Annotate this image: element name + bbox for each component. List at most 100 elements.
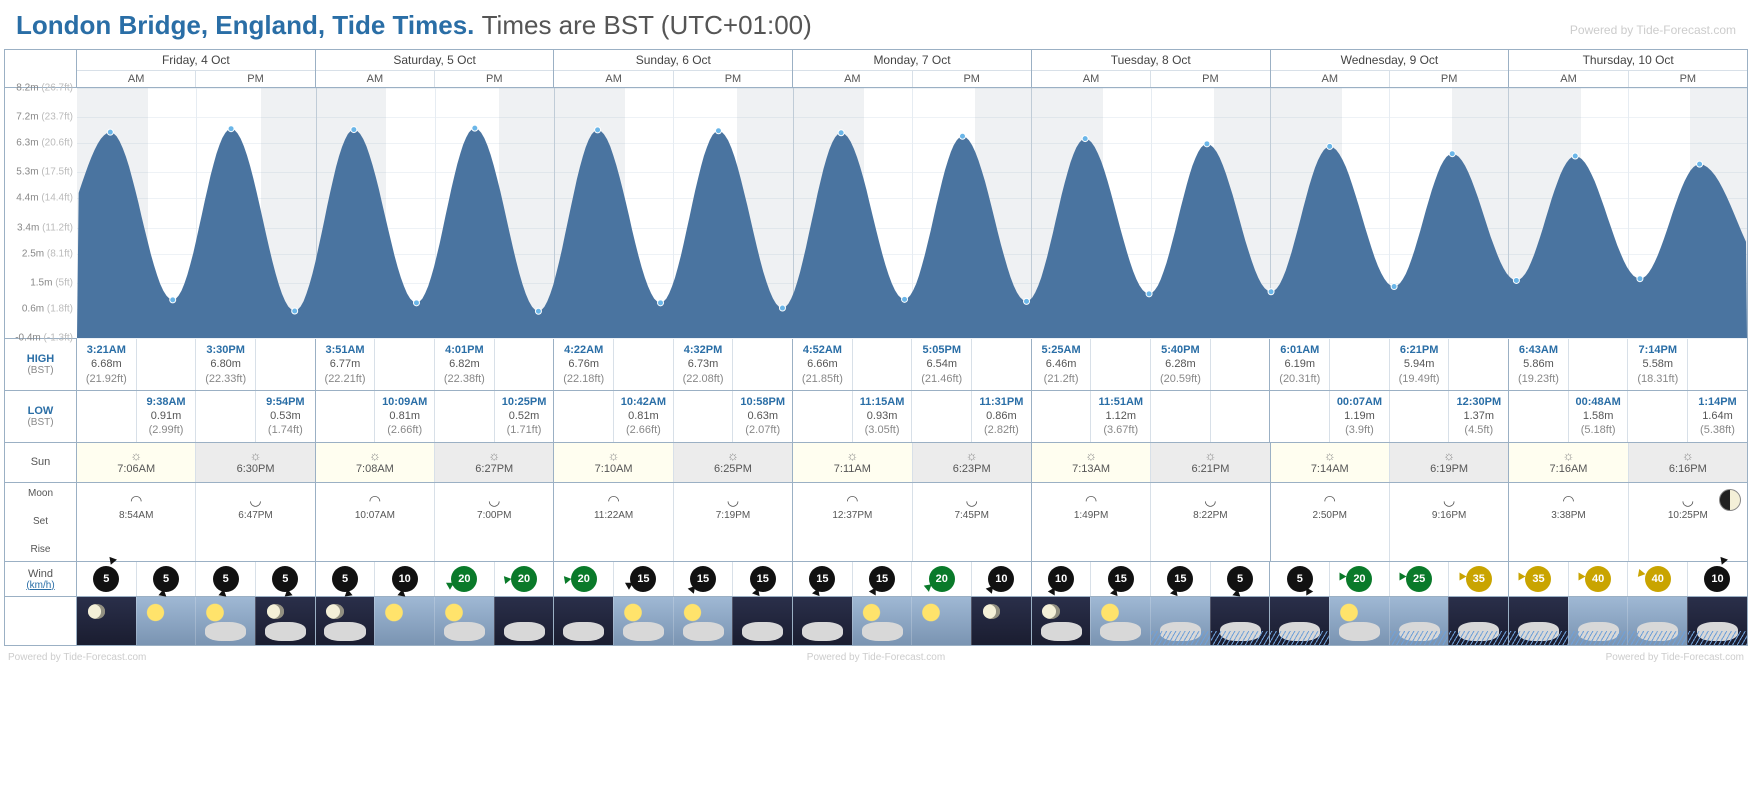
wind-cell: 5 bbox=[77, 562, 136, 596]
wind-barb: 5 bbox=[93, 566, 119, 592]
weather-cell bbox=[255, 597, 315, 645]
low-cell: 11:51AM1.12m(3.67ft) bbox=[1090, 391, 1150, 442]
high-cell: 4:22AM6.76m(22.18ft) bbox=[553, 339, 613, 390]
weather-cell bbox=[971, 597, 1031, 645]
low-cell: 10:42AM0.81m(2.66ft) bbox=[613, 391, 673, 442]
high-tz: (BST) bbox=[27, 365, 53, 376]
moonrise-icon: ◠ bbox=[554, 493, 672, 507]
wind-barb: 15 bbox=[809, 566, 835, 592]
wind-cell: 10 bbox=[374, 562, 434, 596]
low-cell bbox=[1389, 391, 1449, 442]
high-cell bbox=[613, 339, 673, 390]
y-tick: 0.6m (1.8ft) bbox=[22, 303, 73, 314]
wind-row: Wind (km/h) 5555510202020151515151520101… bbox=[5, 562, 1747, 597]
moon-cell-pm: ◡9:16PM bbox=[1389, 483, 1508, 561]
weather-cell bbox=[1269, 597, 1329, 645]
low-cell bbox=[1150, 391, 1210, 442]
high-cell bbox=[732, 339, 792, 390]
day-name: Saturday, 5 Oct bbox=[316, 50, 554, 70]
high-cell: 4:01PM6.82m(22.38ft) bbox=[434, 339, 494, 390]
moon-cell-pm: ◡7:00PM bbox=[434, 483, 553, 561]
wind-label-text: Wind bbox=[28, 568, 53, 580]
day-name: Wednesday, 9 Oct bbox=[1271, 50, 1509, 70]
weather-cell bbox=[613, 597, 673, 645]
weather-cell bbox=[315, 597, 375, 645]
sunset-icon: ☼ bbox=[1390, 449, 1508, 462]
low-cell: 10:25PM0.52m(1.71ft) bbox=[494, 391, 554, 442]
low-cell bbox=[1210, 391, 1270, 442]
moon-row: Moon Set Rise ◠8:54AM◡6:47PM◠10:07AM◡7:0… bbox=[5, 483, 1747, 562]
weather-row bbox=[5, 597, 1747, 645]
sunrise-icon: ☼ bbox=[77, 449, 195, 462]
wind-cell: 40 bbox=[1627, 562, 1687, 596]
day-column: Thursday, 10 Oct AMPM bbox=[1508, 50, 1747, 87]
am-label: AM bbox=[793, 71, 911, 87]
wind-label: Wind (km/h) bbox=[5, 562, 77, 596]
sun-row: Sun ☼7:06AM☼6:30PM☼7:08AM☼6:27PM☼7:10AM☼… bbox=[5, 443, 1747, 483]
wind-barb: 35 bbox=[1466, 566, 1492, 592]
moonrise-icon: ◠ bbox=[1032, 493, 1150, 507]
pm-label: PM bbox=[673, 71, 792, 87]
high-cell: 6:01AM6.19m(20.31ft) bbox=[1269, 339, 1329, 390]
y-tick: -0.4m (-1.3ft) bbox=[15, 333, 73, 344]
sunset-icon: ☼ bbox=[913, 449, 1031, 462]
moon-cell-am: ◠3:38PM bbox=[1508, 483, 1627, 561]
weather-cell bbox=[732, 597, 792, 645]
high-cell: 3:30PM6.80m(22.33ft) bbox=[195, 339, 255, 390]
wind-unit-link[interactable]: (km/h) bbox=[26, 580, 54, 591]
weather-cell bbox=[1210, 597, 1270, 645]
weather-cell bbox=[1090, 597, 1150, 645]
moonset-icon: ◡ bbox=[435, 493, 553, 507]
wind-barb: 25 bbox=[1406, 566, 1432, 592]
sunset-cell: ☼6:19PM bbox=[1389, 443, 1508, 482]
sunrise-cell: ☼7:16AM bbox=[1508, 443, 1627, 482]
wind-barb: 15 bbox=[1167, 566, 1193, 592]
day-column: Friday, 4 Oct AMPM bbox=[77, 50, 315, 87]
title-main: London Bridge, England, Tide Times. bbox=[16, 10, 474, 40]
sun-label: Sun bbox=[5, 443, 77, 482]
page-header: London Bridge, England, Tide Times. Time… bbox=[0, 0, 1752, 49]
pm-label: PM bbox=[434, 71, 553, 87]
wind-cell: 15 bbox=[852, 562, 912, 596]
wind-barb: 15 bbox=[690, 566, 716, 592]
high-cell bbox=[1687, 339, 1747, 390]
high-label-text: HIGH bbox=[27, 353, 55, 365]
moonrise-icon: ◠ bbox=[1509, 493, 1627, 507]
sunrise-cell: ☼7:06AM bbox=[77, 443, 195, 482]
high-cell: 5:40PM6.28m(20.59ft) bbox=[1150, 339, 1210, 390]
day-name: Monday, 7 Oct bbox=[793, 50, 1031, 70]
moonrise-icon: ◠ bbox=[1271, 493, 1389, 507]
wind-barb: 5 bbox=[332, 566, 358, 592]
moonset-icon: ◡ bbox=[674, 493, 792, 507]
day-header-row: Friday, 4 Oct AMPMSaturday, 5 Oct AMPMSu… bbox=[5, 50, 1747, 88]
am-label: AM bbox=[1271, 71, 1389, 87]
sunrise-icon: ☼ bbox=[1509, 449, 1627, 462]
pm-label: PM bbox=[1389, 71, 1508, 87]
weather-cell bbox=[1329, 597, 1389, 645]
low-cell bbox=[553, 391, 613, 442]
sunrise-cell: ☼7:08AM bbox=[315, 443, 434, 482]
moon-cell-am: ◠2:50PM bbox=[1270, 483, 1389, 561]
wind-cell: 35 bbox=[1508, 562, 1568, 596]
moon-cell-am: ◠1:49PM bbox=[1031, 483, 1150, 561]
wind-barb: 5 bbox=[272, 566, 298, 592]
sunrise-icon: ☼ bbox=[1271, 449, 1389, 462]
weather-cell bbox=[673, 597, 733, 645]
wind-barb: 40 bbox=[1585, 566, 1611, 592]
low-cell bbox=[792, 391, 852, 442]
low-tz: (BST) bbox=[27, 417, 53, 428]
tide-chart-row: -0.4m (-1.3ft)0.6m (1.8ft)1.5m (5ft)2.5m… bbox=[5, 88, 1747, 339]
y-tick: 5.3m (17.5ft) bbox=[16, 167, 73, 178]
low-cell bbox=[195, 391, 255, 442]
yaxis-spacer bbox=[5, 50, 77, 87]
high-cell: 4:32PM6.73m(22.08ft) bbox=[673, 339, 733, 390]
moonset-icon: ◡ bbox=[1390, 493, 1508, 507]
wind-cell: 5 bbox=[255, 562, 315, 596]
low-cell: 10:58PM0.63m(2.07ft) bbox=[732, 391, 792, 442]
moonset-icon: ◡ bbox=[913, 493, 1031, 507]
moonrise-icon: ◠ bbox=[77, 493, 195, 507]
moon-cell-am: ◠8:54AM bbox=[77, 483, 195, 561]
high-tide-row: HIGH (BST) 3:21AM6.68m(21.92ft)3:30PM6.8… bbox=[5, 339, 1747, 391]
weather-cell bbox=[1031, 597, 1091, 645]
high-cell bbox=[1568, 339, 1628, 390]
